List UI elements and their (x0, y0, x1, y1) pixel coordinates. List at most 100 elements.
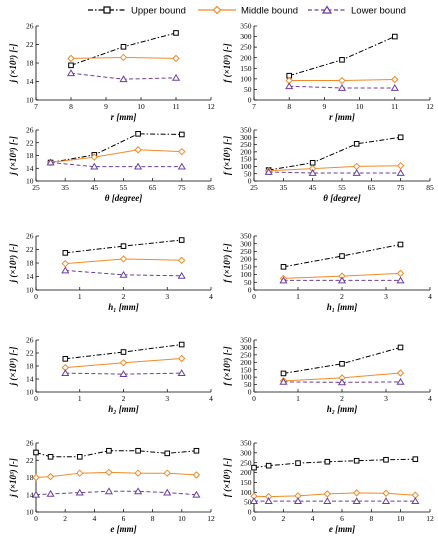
legend-upper-label: Upper bound (131, 6, 186, 17)
panel-6-y-label: f (×10³) [-] (222, 243, 232, 282)
panel-3-upper-point (179, 131, 185, 138)
panel-4-middle-point (396, 161, 405, 170)
panel-7-xtick-label: 4 (209, 394, 213, 403)
panel-7-middle-point (119, 359, 128, 367)
panel-1-middle-point (119, 53, 128, 62)
panel-10-middle-point (323, 490, 332, 498)
panel-9-upper-point (106, 447, 112, 454)
panel-2-lower-point (337, 83, 347, 91)
panel-9-xtick-label: 12 (207, 514, 215, 523)
panel-9-xtick-label: 6 (122, 514, 126, 523)
panel-6-upper-point (339, 253, 345, 259)
panel-5: 10 14 18 22 26 0 1 2 3 4 h₁ [mm] j (×10³) [-] (8, 232, 213, 312)
panel-10-xtick-label: 6 (340, 514, 344, 523)
panel-8-xtick-label: 0 (252, 394, 256, 403)
panel-9-xtick-label: 0 (34, 514, 38, 523)
panel-4-series-lower (268, 171, 401, 174)
panel-5-middle-point (61, 259, 70, 268)
panel-5-lower-point (119, 270, 128, 278)
panel-3-x-label: θ [degree] (105, 193, 142, 203)
panel-8-ytick-label: 350 (240, 336, 252, 345)
panel-2-upper-point (392, 33, 398, 40)
panel-7-x-label: h₂ [mm] (108, 404, 138, 414)
panel-3-xtick-label: 45 (91, 183, 99, 192)
panel-7: 10 14 18 22 26 0 1 2 3 4 h₂ [mm] j (×10³) [-] (8, 336, 213, 414)
panel-7-xtick-label: 0 (34, 394, 38, 403)
panel-4-lower-point (352, 169, 361, 176)
panel-2-middle-point (338, 76, 346, 85)
panel-10-ytick-label: 350 (240, 439, 252, 448)
panel-2-xtick-label: 7 (252, 102, 256, 111)
panel-7-lower-point (119, 370, 128, 378)
panel-1-ytick-label: 26 (26, 22, 34, 31)
panel-9-ytick-label: 18 (26, 473, 34, 482)
panel-10-ytick-label: 0 (248, 508, 252, 517)
panel-4-upper-point (397, 134, 404, 141)
panel-9-lower-point (134, 487, 143, 495)
panel-3-middle-point (134, 146, 142, 154)
panel-8-xtick-label: 1 (296, 394, 300, 403)
panel-5-xtick-label: 0 (34, 292, 38, 301)
panel-10-xtick-label: 2 (281, 514, 285, 523)
panel-8-lower-point (279, 377, 288, 385)
panel-9-lower-point (31, 490, 41, 498)
panel-4-upper-point (309, 159, 316, 166)
panel-10-lower-point (293, 497, 303, 505)
panel-9-upper-point (47, 454, 54, 460)
panel-1-lower-point (119, 75, 128, 83)
panel-7-ytick-label: 22 (26, 349, 34, 358)
panel-8-xtick-label: 2 (340, 394, 344, 403)
panel-4-ytick-label: 200 (240, 147, 252, 156)
panel-8-ytick-label: 250 (240, 350, 252, 359)
panel-5-xtick-label: 2 (122, 292, 126, 301)
panel-2-upper-point (339, 57, 345, 63)
panel-2-xtick-label: 11 (391, 102, 398, 111)
panel-3-series-lower (50, 162, 182, 168)
panel-5-ytick-label: 22 (26, 245, 34, 254)
panel-4-ytick-label: 100 (240, 162, 252, 171)
panel-9-middle-point (163, 469, 171, 477)
panel-2-lower-point (390, 83, 399, 91)
panel-10-upper-point (383, 456, 389, 463)
panel-1-lower-point (171, 73, 181, 81)
panel-6-x-label: h₁ [mm] (327, 302, 357, 312)
panel-5-lower-point (177, 271, 186, 279)
panel-9-lower-point (163, 488, 172, 496)
panel-1-ytick-label: 14 (26, 77, 34, 86)
panel-10-lower-point (352, 497, 361, 505)
panel-3-upper-point (135, 131, 141, 137)
panel-4-lower-point (264, 167, 273, 175)
panel-10-lower-point (381, 497, 391, 505)
panel-3-xtick-label: 55 (120, 183, 128, 192)
panel-8-lower-point (337, 378, 347, 386)
panel-1-ytick-label: 10 (26, 96, 34, 105)
panel-9-middle-point (192, 471, 201, 479)
panel-1-xtick-label: 9 (104, 102, 108, 111)
legend-lower: Lower bound (308, 5, 406, 17)
panel-6-xtick-label: 3 (384, 292, 388, 301)
panel-9-upper-point (164, 450, 171, 457)
panel-6-lower-point (279, 276, 288, 284)
panel-7-ytick-label: 14 (26, 375, 34, 384)
panel-6-xtick-label: 2 (340, 292, 344, 301)
panel-5-y-label: j (×10³) [-] (8, 244, 18, 285)
panel-10-ytick-label: 150 (240, 478, 252, 487)
panel-9-lower-point (192, 490, 201, 498)
panel-10-lower-point (323, 497, 332, 505)
panel-4-xtick-label: 75 (397, 183, 405, 192)
panel-8-middle-point (396, 369, 405, 377)
panel-8-xtick-label: 3 (384, 394, 388, 403)
panel-10-upper-point (251, 464, 257, 471)
panel-10-ytick-label: 50 (244, 498, 252, 507)
panel-1-lower-point (66, 69, 76, 77)
panel-7-lower-point (177, 369, 186, 377)
panel-9-middle-point (134, 469, 142, 477)
panel-4-xtick-label: 45 (309, 183, 317, 192)
panel-9-ytick-label: 26 (26, 439, 34, 448)
panel-3-xtick-label: 25 (32, 183, 40, 192)
